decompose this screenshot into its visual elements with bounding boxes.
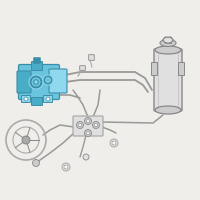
Ellipse shape (155, 46, 181, 54)
Circle shape (64, 165, 68, 169)
FancyBboxPatch shape (17, 71, 31, 93)
FancyBboxPatch shape (80, 66, 85, 70)
FancyBboxPatch shape (34, 58, 40, 63)
FancyBboxPatch shape (73, 116, 103, 136)
Circle shape (46, 77, 50, 82)
Ellipse shape (160, 40, 176, 46)
Circle shape (86, 132, 90, 134)
FancyBboxPatch shape (18, 64, 60, 99)
Ellipse shape (163, 37, 173, 43)
Circle shape (46, 97, 50, 101)
Circle shape (110, 139, 118, 147)
Circle shape (32, 78, 40, 86)
Circle shape (86, 119, 90, 122)
Circle shape (22, 136, 30, 144)
FancyBboxPatch shape (32, 98, 42, 106)
Circle shape (84, 117, 92, 124)
FancyBboxPatch shape (49, 69, 67, 93)
Circle shape (32, 160, 40, 166)
Circle shape (76, 121, 84, 129)
Ellipse shape (155, 106, 181, 114)
FancyBboxPatch shape (152, 62, 158, 75)
FancyBboxPatch shape (179, 62, 184, 75)
Circle shape (24, 97, 28, 101)
Circle shape (62, 163, 70, 171)
FancyBboxPatch shape (32, 62, 42, 71)
FancyBboxPatch shape (44, 96, 52, 102)
FancyBboxPatch shape (22, 96, 30, 102)
FancyBboxPatch shape (154, 49, 182, 111)
FancyBboxPatch shape (89, 55, 94, 60)
Circle shape (29, 75, 43, 89)
Circle shape (78, 123, 82, 127)
Circle shape (84, 130, 92, 136)
Circle shape (112, 141, 116, 145)
Circle shape (34, 80, 38, 84)
Circle shape (95, 123, 98, 127)
Circle shape (92, 121, 100, 129)
Circle shape (83, 154, 89, 160)
Circle shape (43, 75, 53, 85)
